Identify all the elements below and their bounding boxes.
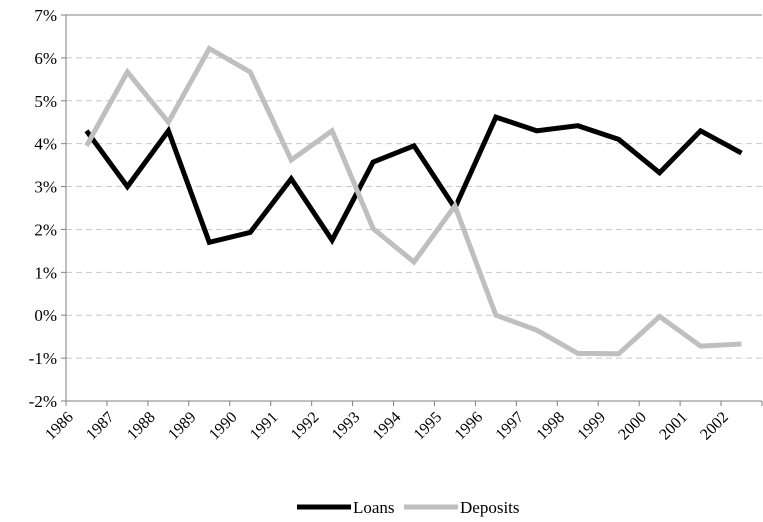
series-line-deposits — [84, 45, 742, 357]
x-tick-label: 1986 — [42, 409, 77, 444]
y-tick-label: 1% — [34, 263, 57, 282]
axis-layer: -2%-1%0%1%2%3%4%5%6%7%1986 1987 1988 1989 19… — [29, 6, 763, 444]
x-tick-label: 2001 — [656, 409, 691, 444]
grid-layer — [66, 14, 762, 359]
y-tick-label: 6% — [34, 49, 57, 68]
x-tick-label: 1999 — [574, 409, 609, 444]
x-tick-label: 1993 — [329, 409, 364, 444]
x-tick-label: 1994 — [370, 409, 405, 444]
x-tick-label: 1988 — [124, 409, 159, 444]
x-tick-label: 2000 — [615, 409, 650, 444]
y-tick-label: 7% — [34, 6, 57, 25]
x-tick-label: 1991 — [247, 409, 282, 444]
y-tick-label: -1% — [29, 349, 57, 368]
y-tick-label: 2% — [34, 220, 57, 239]
legend: Loans Deposits — [297, 498, 520, 517]
x-tick-label: 1995 — [411, 409, 446, 444]
x-tick-label: 2002 — [697, 409, 732, 444]
y-tick-label: 4% — [34, 135, 57, 154]
y-tick-label: 5% — [34, 92, 57, 111]
series-line-loans — [84, 114, 743, 246]
x-tick-label: 1990 — [206, 409, 241, 444]
x-tick-label: 1998 — [533, 409, 568, 444]
x-tick-label: 1987 — [83, 409, 118, 444]
y-tick-label: 3% — [34, 178, 57, 197]
legend-label-deposits: Deposits — [460, 498, 520, 517]
x-tick-label: 1992 — [288, 409, 323, 444]
series-layer — [84, 45, 743, 357]
x-tick-label: 1997 — [493, 409, 528, 444]
x-tick-label: 1996 — [452, 409, 487, 444]
y-tick-label: 0% — [34, 306, 57, 325]
x-tick-label: 1989 — [165, 409, 200, 444]
legend-label-loans: Loans — [353, 498, 395, 517]
y-tick-label: -2% — [29, 392, 57, 411]
